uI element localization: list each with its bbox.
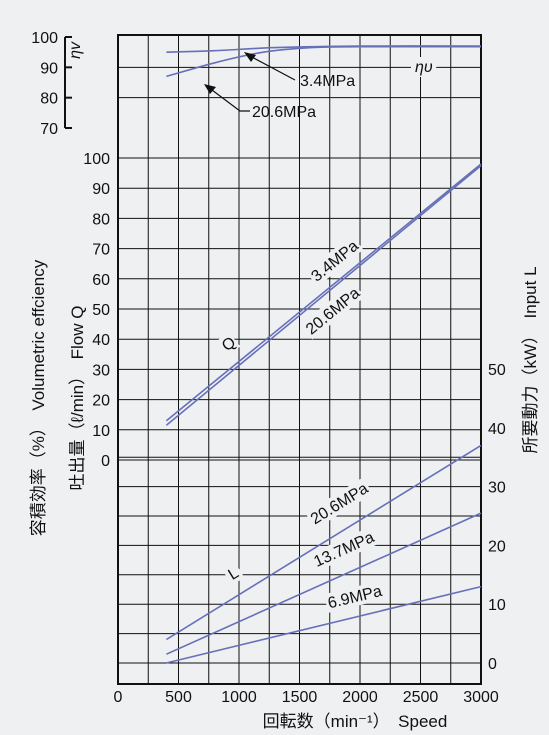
rotated-label-group: 13.7MPa [309,526,379,572]
power-curve [165,444,482,641]
efficiency-tick-label: 80 [40,91,58,108]
flow-tick-label: 70 [92,242,110,259]
flow-tick-label: 50 [92,302,110,319]
label-background [411,57,437,77]
curve-layer [165,45,482,664]
efficiency-tick-label: 70 [40,121,58,138]
flow-tick-label: 0 [101,453,110,470]
flow-tick-label: 80 [92,211,110,228]
leader-line [207,86,250,112]
efficiency-tick-label: 90 [40,60,58,77]
efficiency-curve [166,45,482,78]
flow-tick-label: 60 [92,272,110,289]
power-curve [166,585,482,664]
rotated-label-group: L [221,561,245,586]
flow-tick-label: 40 [92,332,110,349]
x-tick-label: 1000 [221,689,257,706]
flow-tick-label: 30 [92,362,110,379]
power-tick-label: 50 [488,362,506,379]
power-tick-label: 0 [488,656,497,673]
flow-curve [165,164,482,426]
label-background [323,580,386,613]
x-tick-label: 0 [114,689,123,706]
power-tick-label: 10 [488,597,506,614]
rotated-label-group: 20.6MPa [305,477,373,530]
efficiency-curve-label: ηυ [415,59,433,76]
efficiency-series-label: 20.6MPa [252,104,316,121]
right-axis-label-power: 所要動力（kW） Input L [521,266,540,453]
flow-curve [165,163,482,422]
label-background [309,526,379,572]
left-axis-label-efficiency: 容積効率（%） Volumetric effciency [29,259,48,536]
x-tick-label: 2000 [342,689,378,706]
rotated-label-group: 6.9MPa [323,580,386,613]
leader-arrow [204,84,216,94]
rotated-label-group: 20.6MPa [300,282,365,340]
power-tick-label: 40 [488,421,506,438]
x-tick-label: 3000 [463,689,499,706]
label-background [305,477,373,530]
tick-layer: 100908070ηv10090807060504030201005040302… [29,30,540,731]
efficiency-series-label: 3.4MPa [300,73,355,90]
flow-tick-label: 90 [92,181,110,198]
efficiency-tick-label: 100 [31,30,58,47]
x-tick-label: 1500 [282,689,318,706]
power-tick-label: 30 [488,480,506,497]
label-background [300,282,365,340]
leader-line [247,54,296,81]
flow-tick-label: 20 [92,393,110,410]
rotated-label-group: Q [216,331,241,356]
leader-arrow [244,52,256,62]
efficiency-unit-label: ηv [67,41,84,59]
label-background [221,561,245,586]
power-series-label: 20.6MPa [308,480,372,528]
label-background [216,331,241,356]
label-background [305,234,364,287]
flow-series-label: 20.6MPa [303,285,363,339]
power-curve [166,512,482,655]
flow-tick-label: 100 [83,151,110,168]
grid-layer [64,34,482,685]
left-axis-label-flow: 吐出量（ℓ/min） Flow Q [68,306,87,491]
x-tick-label: 2500 [403,689,439,706]
x-tick-label: 500 [165,689,192,706]
x-axis-label: 回転数（min⁻¹） Speed [263,712,448,731]
flow-tick-label: 10 [92,423,110,440]
power-tick-label: 20 [488,538,506,555]
